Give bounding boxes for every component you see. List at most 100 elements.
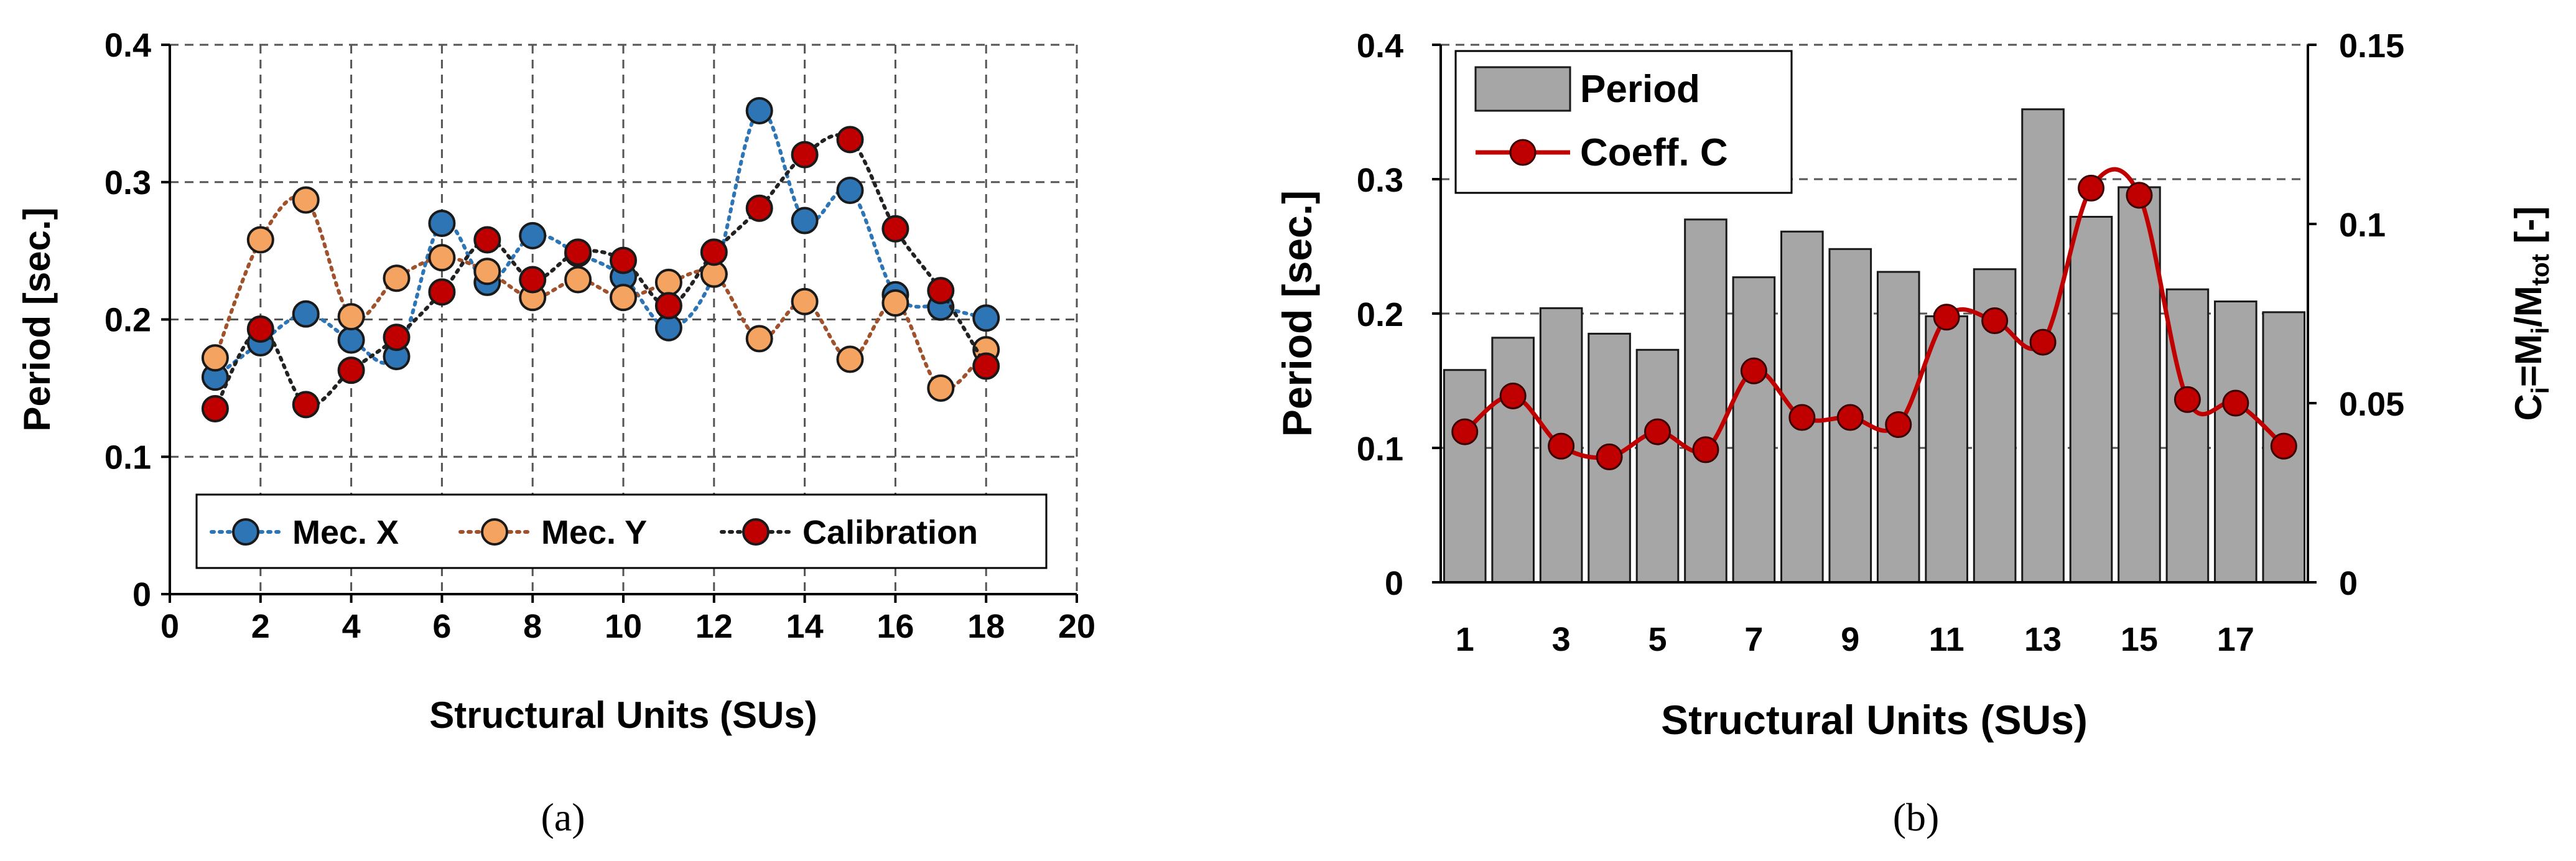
legend-label: Coeff. C	[1580, 131, 1728, 174]
x-tick-label: 11	[1929, 621, 1965, 658]
data-point	[972, 352, 1000, 380]
coeff-point	[1885, 411, 1912, 439]
legend-label: Calibration	[802, 514, 978, 551]
coeff-point	[1836, 404, 1864, 431]
m-subscript: i	[2527, 327, 2554, 334]
coeff-point	[1499, 382, 1527, 409]
data-point	[383, 264, 411, 292]
data-point	[473, 226, 501, 254]
data-point	[519, 266, 547, 294]
panel-a-label: (a)	[541, 795, 585, 839]
y-tick-label: 0.1	[105, 439, 151, 476]
data-point	[927, 277, 955, 305]
x-tick-label: 0	[160, 608, 179, 645]
legend-marker	[481, 518, 508, 546]
data-point	[428, 278, 456, 306]
data-point	[292, 186, 320, 214]
x-tick-label: 20	[1058, 608, 1095, 645]
panel-b-y-tick-labels: 0 0.1 0.2 0.3 0.4	[1357, 27, 1403, 602]
x-tick-label: 3	[1552, 621, 1571, 658]
legend-box	[195, 493, 1048, 569]
coeff-point	[1596, 443, 1623, 470]
bar	[1443, 369, 1487, 584]
data-point	[791, 207, 819, 235]
panel-b-label: (b)	[1893, 795, 1940, 839]
data-point	[201, 394, 229, 422]
x-tick-label: 10	[605, 608, 642, 645]
right-y-tick-label: 0.15	[2339, 27, 2404, 65]
data-point	[745, 325, 773, 353]
coeff-point	[2029, 328, 2057, 356]
right-y-tick-label: 0.1	[2339, 207, 2386, 244]
series-calibration	[201, 126, 1000, 422]
panel-b-x-axis-label: Structural Units (SUs)	[1661, 697, 2088, 743]
coeff-point	[2270, 432, 2297, 460]
panel-b-coeff-series	[1451, 167, 2297, 470]
data-point	[292, 391, 320, 419]
data-point	[564, 266, 592, 294]
x-tick-label: 13	[2024, 621, 2062, 658]
c-letter: C	[2508, 394, 2549, 421]
x-tick-label: 12	[695, 608, 733, 645]
y-tick-label: 0.4	[105, 27, 151, 64]
data-point	[337, 303, 365, 331]
legend-label: Mec. Y	[541, 514, 647, 551]
series-line	[213, 195, 988, 391]
legend-label: Mec. X	[292, 514, 399, 551]
data-point	[700, 238, 728, 266]
y-tick-label: 0.2	[105, 302, 151, 339]
data-point	[745, 96, 773, 124]
data-point	[610, 246, 637, 274]
legend-bar-swatch	[1474, 66, 1571, 112]
panel-b-chart: 1 3 5 7 9 11 13 15 17 00.10.20.30.4 00.050.10.15…	[1274, 27, 2554, 839]
panel-b-y-axis-label: Period [sec.]	[1274, 190, 1320, 437]
coeff-point	[1788, 404, 1816, 431]
y-tick-label: 0.3	[1357, 162, 1403, 199]
panel-b-right-y-axis-label: Ci=Mi/Mtot [-]	[2508, 207, 2554, 421]
data-point	[972, 304, 1000, 332]
bar	[2165, 288, 2210, 584]
panel-a-y-tick-labels: 0 0.1 0.2 0.3 0.4	[105, 27, 151, 613]
y-tick-label: 0.3	[105, 164, 151, 202]
panel-b-bars	[1443, 108, 2306, 584]
coeff-point	[2126, 182, 2153, 209]
data-point	[428, 209, 456, 237]
bar	[1491, 337, 1535, 584]
data-point	[881, 289, 909, 317]
coeff-point	[1981, 307, 2009, 335]
coeff-point	[1692, 436, 1719, 463]
y-tick-label: 0	[1385, 565, 1403, 602]
panel-b-legend: Period Coeff. C	[1454, 50, 1793, 194]
data-point	[337, 356, 365, 384]
x-tick-label: 17	[2217, 621, 2254, 658]
panel-a-x-axis-label: Structural Units (SUs)	[429, 694, 817, 736]
data-point	[654, 268, 682, 296]
data-point	[791, 141, 819, 169]
panel-b-gridlines	[1441, 44, 2308, 449]
data-point	[337, 326, 365, 354]
data-point	[927, 374, 955, 402]
bar	[2214, 300, 2257, 584]
unit: [-]	[2508, 207, 2549, 254]
series-mec-x	[201, 96, 1000, 391]
data-point	[246, 315, 274, 343]
y-tick-label: 0.2	[1357, 296, 1403, 333]
data-point	[836, 345, 864, 373]
x-tick-label: 9	[1841, 621, 1859, 658]
data-point	[881, 215, 909, 243]
x-tick-label: 1	[1456, 621, 1474, 658]
data-point	[654, 292, 682, 320]
panel-a-chart: 0 2 4 6 8 10 12 14 16 18 20 0 0.1 0.2 0.3 0.4 Structur…	[16, 27, 1095, 839]
coeff-point	[2222, 389, 2249, 417]
panel-a-y-axis-label: Period [sec.]	[16, 207, 58, 431]
series-mec-y	[201, 186, 1000, 402]
legend-marker	[742, 518, 770, 546]
x-tick-label: 6	[432, 608, 451, 645]
series-line	[213, 133, 988, 411]
data-point	[383, 323, 411, 351]
panel-b-right-y-tick-labels: 0 0.05 0.1 0.15	[2339, 27, 2404, 602]
coeff-point	[1644, 418, 1671, 445]
right-y-tick-label: 0	[2339, 565, 2358, 602]
right-y-tick-label: 0.05	[2339, 386, 2404, 423]
x-tick-label: 7	[1744, 621, 1763, 658]
